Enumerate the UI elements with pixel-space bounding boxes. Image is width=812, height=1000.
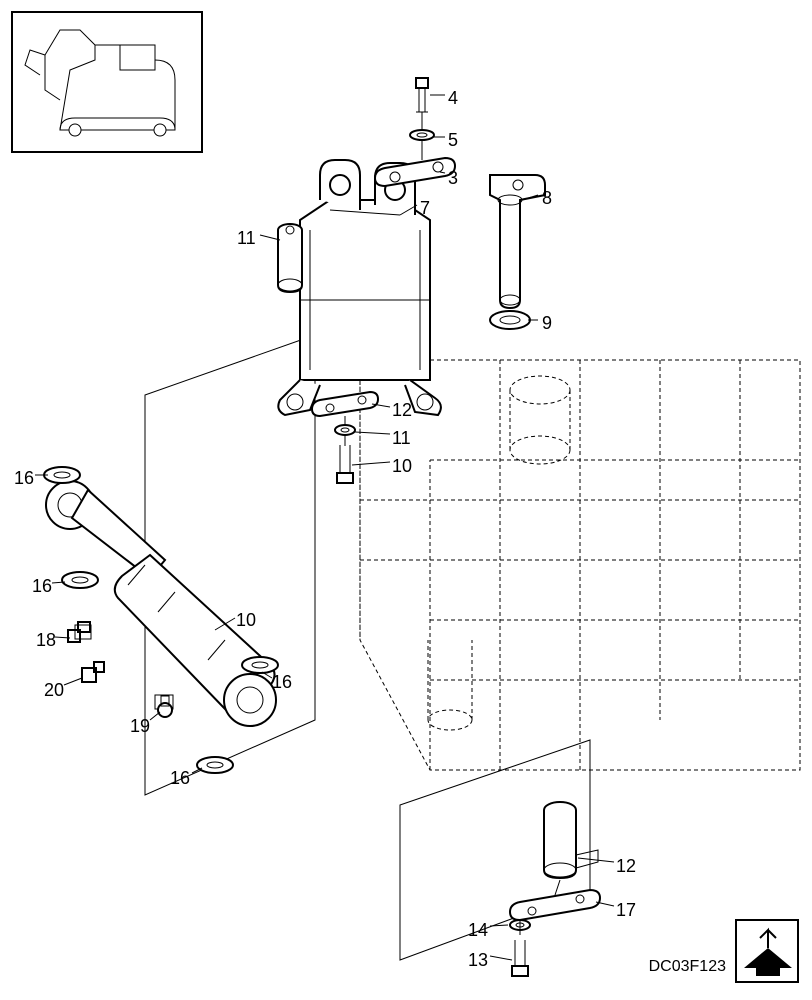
callout-7: 7: [420, 198, 430, 219]
callout-16: 16: [32, 576, 52, 597]
callout-20: 20: [44, 680, 64, 701]
inset-icon: [25, 30, 175, 136]
callout-18: 18: [36, 630, 56, 651]
reference-id: DC03F123: [649, 958, 726, 976]
callout-11: 11: [392, 428, 411, 449]
part-20-fitting: [82, 662, 104, 682]
part-10-cylinder: [46, 481, 276, 726]
callout-8: 8: [542, 188, 552, 209]
diagram-page: 4 5 37 8 9 11 16 16 16 16 10 18 20 19 12 11 10 12 17 14 13 D…: [0, 0, 812, 1000]
part-7-bracket: [278, 160, 441, 415]
callout-19: 19: [130, 716, 150, 737]
part-10-bolt-under: [337, 445, 353, 483]
callout-10: 10: [392, 456, 412, 477]
part-9-washer: [490, 311, 530, 329]
callout-4: 4: [448, 88, 458, 109]
callout-16: 16: [14, 468, 34, 489]
callout-3: 3: [448, 168, 458, 189]
part-4-bolt: [416, 78, 428, 112]
diagram-svg: [0, 0, 812, 1000]
part-11-pin-upper: [278, 224, 302, 292]
callout-12: 12: [392, 400, 412, 421]
callout-13: 13: [468, 950, 488, 971]
callout-9: 9: [542, 313, 552, 334]
callout-10: 10: [236, 610, 256, 631]
orientation-arrow-icon: [736, 920, 798, 982]
part-13-bolt: [512, 940, 528, 976]
part-12-plate-under: [312, 392, 378, 416]
callout-11: 11: [237, 228, 256, 249]
callout-17: 17: [616, 900, 636, 921]
phantom-frame: [360, 360, 800, 770]
part-11-washer-under: [335, 425, 355, 435]
callout-16: 16: [170, 768, 190, 789]
callout-14: 14: [468, 920, 488, 941]
callout-5: 5: [448, 130, 458, 151]
callout-16: 16: [272, 672, 292, 693]
part-5-washer: [410, 130, 434, 140]
callout-12: 12: [616, 856, 636, 877]
